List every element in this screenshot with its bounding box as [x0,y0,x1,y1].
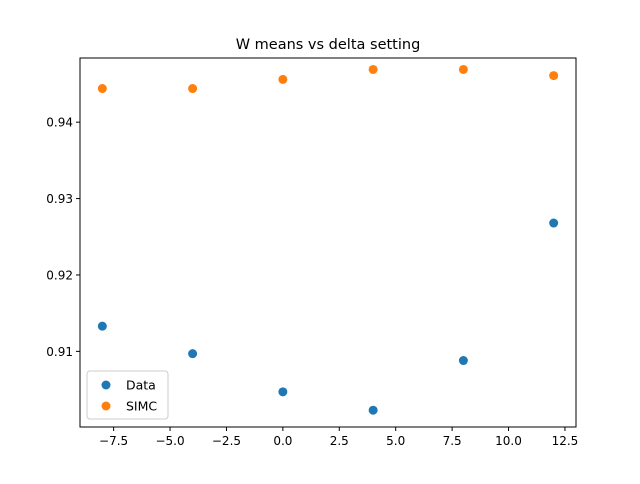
series-data [97,218,559,415]
y-tick-label: 0.94 [46,116,73,130]
x-tick-label: −2.5 [212,434,241,448]
x-tick-label: 2.5 [330,434,349,448]
y-tick-label: 0.92 [46,268,73,282]
legend-label-data: Data [126,378,156,393]
y-axis: 0.91 0.92 0.93 0.94 [46,116,80,359]
x-tick-label: −5.0 [155,434,184,448]
x-tick-label: 5.0 [386,434,405,448]
point-data [458,356,468,366]
point-data [549,218,559,228]
point-data [188,349,198,359]
chart-title: W means vs delta setting [236,37,421,53]
legend-marker-data [101,380,111,390]
x-tick-label: 10.0 [495,434,522,448]
legend-label-simc: SIMC [126,399,157,414]
point-simc [278,74,288,84]
x-tick-label: 12.5 [552,434,579,448]
y-tick-label: 0.91 [46,345,73,359]
y-tick-label: 0.93 [46,192,73,206]
point-simc [458,64,468,74]
point-data [97,321,107,331]
point-simc [97,84,107,94]
legend: Data SIMC [86,370,169,420]
x-axis: −7.5 −5.0 −2.5 0.0 2.5 5.0 7.5 10.0 12.5 [99,427,578,448]
point-data [278,387,288,397]
point-simc [368,64,378,74]
point-simc [549,71,559,81]
x-tick-label: 7.5 [443,434,462,448]
x-tick-label: −7.5 [99,434,128,448]
series-simc [97,64,559,94]
point-data [368,405,378,415]
x-tick-label: 0.0 [273,434,292,448]
plot-frame [79,57,577,428]
legend-marker-simc [101,401,111,411]
data-points [97,64,559,415]
point-simc [188,84,198,94]
